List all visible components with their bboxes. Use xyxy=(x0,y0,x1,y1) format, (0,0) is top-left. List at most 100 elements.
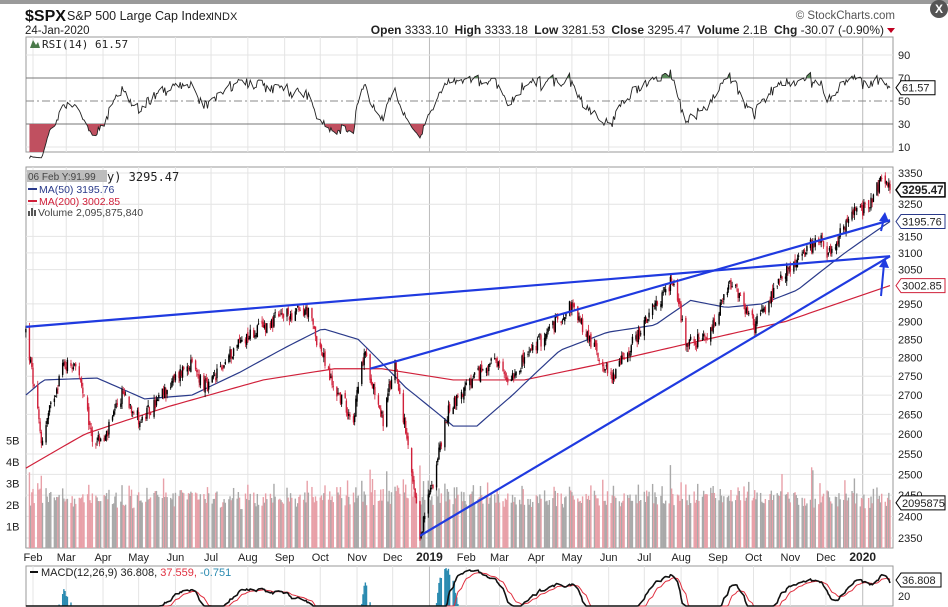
volume-bar xyxy=(794,492,796,548)
candle-body xyxy=(529,349,532,351)
volume-bar xyxy=(65,499,67,548)
candle-body xyxy=(255,334,257,336)
candle-body xyxy=(706,337,708,340)
volume-bar xyxy=(331,496,333,548)
candle-body xyxy=(485,368,488,373)
candle-body xyxy=(860,204,863,208)
brand[interactable]: © StockCharts.com xyxy=(796,10,895,22)
volume-bar xyxy=(564,497,566,548)
candle-body xyxy=(453,397,456,409)
candle-body xyxy=(447,405,450,422)
volume-bar xyxy=(46,496,48,548)
volume-bar xyxy=(554,490,556,548)
close-button[interactable]: X xyxy=(930,0,948,18)
candle-body xyxy=(194,360,197,370)
volume-bar xyxy=(681,498,683,548)
macd-swatch xyxy=(30,571,38,573)
candle-body xyxy=(661,292,663,307)
volume-bar xyxy=(889,499,891,548)
volume-bar xyxy=(314,496,317,548)
volume-bar xyxy=(190,491,192,548)
volume-bar xyxy=(262,497,264,548)
candle-body xyxy=(663,289,666,291)
candle-body xyxy=(165,389,167,397)
candle-body xyxy=(586,331,589,340)
volume-bar xyxy=(105,493,108,548)
candle-body xyxy=(596,343,598,352)
volume-bar xyxy=(28,472,31,548)
candle-body xyxy=(763,308,765,311)
volume-bar xyxy=(405,484,407,548)
candle-body xyxy=(590,333,592,348)
volume-bar xyxy=(330,500,332,548)
macd-histogram-bar xyxy=(70,602,72,606)
volume-bar xyxy=(573,499,575,548)
x-axis-label: Aug xyxy=(238,552,258,564)
volume-bar xyxy=(618,501,621,548)
volume-bar xyxy=(488,503,490,548)
rsi-line xyxy=(29,69,891,159)
volume-bar xyxy=(745,497,748,548)
candle-body xyxy=(581,318,584,333)
rsi-icon xyxy=(30,40,40,48)
candle-body xyxy=(257,323,260,325)
volume-bar xyxy=(867,497,870,548)
candle-body xyxy=(812,242,814,253)
candle-body xyxy=(348,414,350,416)
candle-body xyxy=(388,383,390,393)
candle-body xyxy=(698,337,700,340)
candle-body xyxy=(330,376,332,378)
x-axis-label: Sep xyxy=(708,552,728,564)
x-axis-label: Jul xyxy=(204,552,218,564)
volume-bar xyxy=(280,500,282,548)
candle-body xyxy=(103,437,105,442)
rsi-frame xyxy=(25,36,894,153)
macd-histogram-bar xyxy=(456,597,458,606)
volume-bar xyxy=(448,499,451,548)
candle-body xyxy=(412,471,414,482)
candle-body xyxy=(751,310,754,316)
candle-body xyxy=(879,176,882,181)
volume-bar xyxy=(31,492,33,548)
candle-body xyxy=(197,374,199,376)
volume-bar xyxy=(648,491,650,548)
candle-body xyxy=(727,284,730,290)
candle-body xyxy=(116,403,118,405)
volume-bar xyxy=(370,492,372,548)
candle-body xyxy=(744,304,746,315)
candle-body xyxy=(86,397,89,410)
candle-body xyxy=(327,366,330,370)
volume-bar xyxy=(70,502,72,548)
candle-body xyxy=(756,315,758,324)
candle-body xyxy=(872,194,875,202)
volume-bar xyxy=(83,502,85,548)
volume-bar xyxy=(689,503,692,548)
volume-bar xyxy=(602,479,604,548)
candle-body xyxy=(25,328,27,333)
volume-bar xyxy=(581,496,584,548)
volume-bar xyxy=(530,506,533,548)
volume-bar xyxy=(502,501,504,548)
volume-bar xyxy=(178,496,180,548)
volume-bar xyxy=(54,500,57,548)
candle-body xyxy=(344,393,346,399)
volume-bar xyxy=(120,501,122,548)
candle-body xyxy=(845,220,847,233)
candle-body xyxy=(179,369,181,382)
volume-bar xyxy=(856,493,858,548)
candle-body xyxy=(846,217,848,223)
candle-body xyxy=(371,382,374,389)
volume-bar xyxy=(635,494,637,548)
candle-body xyxy=(311,308,313,319)
price-tick-label: 3350 xyxy=(898,168,922,180)
trendline-upper-resistance xyxy=(25,255,891,328)
volume-bar xyxy=(132,508,134,548)
volume-bar xyxy=(165,492,167,548)
candle-body xyxy=(298,306,300,311)
volume-bar xyxy=(828,497,831,548)
ma50-value-tag-bg xyxy=(895,214,946,230)
candle-body xyxy=(407,436,409,446)
candle-body xyxy=(186,366,189,372)
volume-bar xyxy=(494,494,496,548)
volume-bar xyxy=(771,500,774,548)
